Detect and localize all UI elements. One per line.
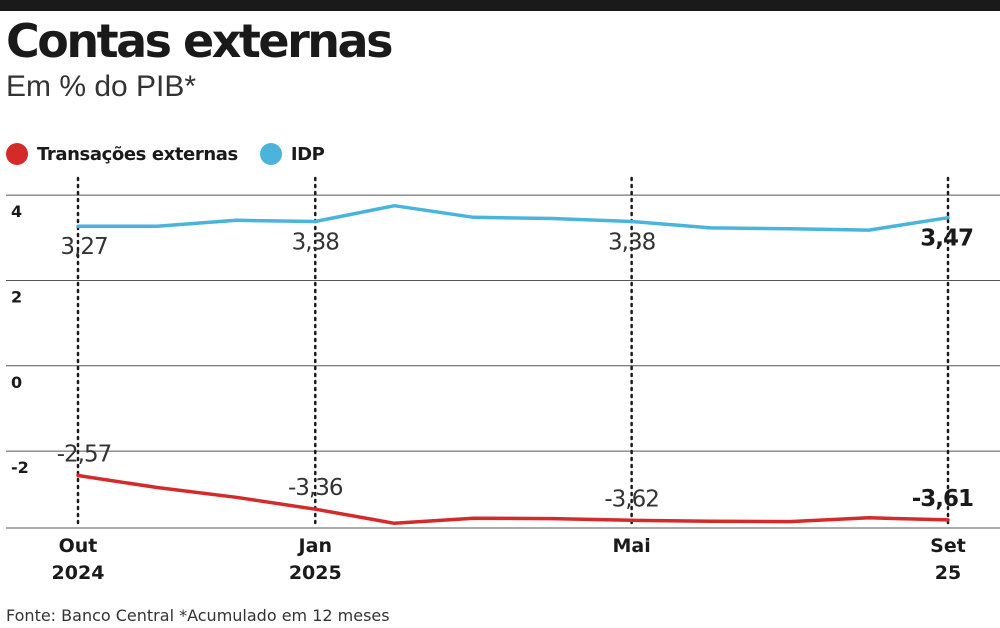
data-label: -3,62: [604, 486, 659, 512]
data-label: 3,27: [60, 234, 107, 260]
y-tick-label: 2: [11, 287, 22, 306]
series-line-transacoes: [76, 473, 950, 526]
x-tick-label: Jan: [297, 535, 332, 557]
y-tick-label: -2: [11, 458, 29, 477]
legend-label-idp: IDP: [290, 143, 325, 165]
series-line-idp: [76, 203, 950, 232]
vertical-guide-layer: [76, 176, 950, 530]
x-tick-label: Set: [930, 535, 966, 557]
legend-swatch-transacoes: [6, 143, 28, 165]
data-label: 3,38: [608, 230, 656, 256]
data-label-layer: -2,57 -3,36 -3,62 -3,61 3,27 3,38 3,38 3,47: [57, 226, 974, 513]
data-label: 3,47: [920, 226, 973, 252]
data-label: -3,36: [288, 475, 343, 501]
x-tick-label: 2025: [289, 562, 342, 584]
legend-item-idp: IDP: [259, 143, 325, 165]
data-label: 3,38: [292, 230, 340, 256]
x-tick-label: 2024: [52, 562, 105, 584]
legend-label-transacoes: Transações externas: [37, 143, 238, 165]
chart-title: Contas externas: [6, 14, 393, 68]
series-layer: [76, 203, 950, 526]
x-tick-label: Mai: [613, 535, 651, 557]
legend: Transações externas IDP: [6, 140, 346, 168]
y-tick-label: 0: [11, 373, 22, 392]
chart-subtitle: Em % do PIB*: [6, 70, 197, 103]
legend-item-transacoes: Transações externas: [6, 143, 238, 165]
legend-swatch-idp: [259, 143, 282, 165]
x-tick-label: Out: [59, 535, 98, 557]
y-tick-label: 4: [11, 202, 22, 221]
data-label: -2,57: [57, 442, 112, 468]
top-bar: [0, 0, 1000, 11]
source-note: Fonte: Banco Central *Acumulado em 12 me…: [6, 606, 390, 625]
axis-label-layer: 4 2 0 -2 Out 2024 Jan 2025 Mai Set 25: [11, 202, 966, 584]
x-tick-label: 25: [935, 562, 961, 584]
grid-layer: [6, 194, 1000, 529]
data-label: -3,61: [912, 486, 973, 512]
